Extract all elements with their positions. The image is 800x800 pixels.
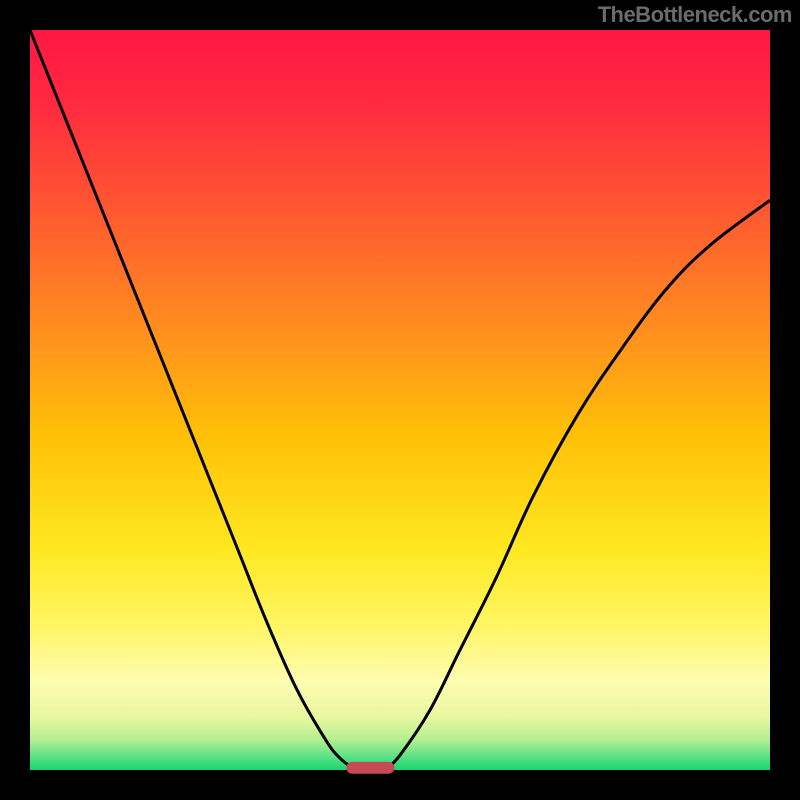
plot-background: [30, 30, 770, 770]
chart-container: TheBottleneck.com: [0, 0, 800, 800]
watermark-text: TheBottleneck.com: [598, 2, 792, 28]
chart-svg: [0, 0, 800, 800]
bottleneck-marker: [346, 762, 394, 774]
